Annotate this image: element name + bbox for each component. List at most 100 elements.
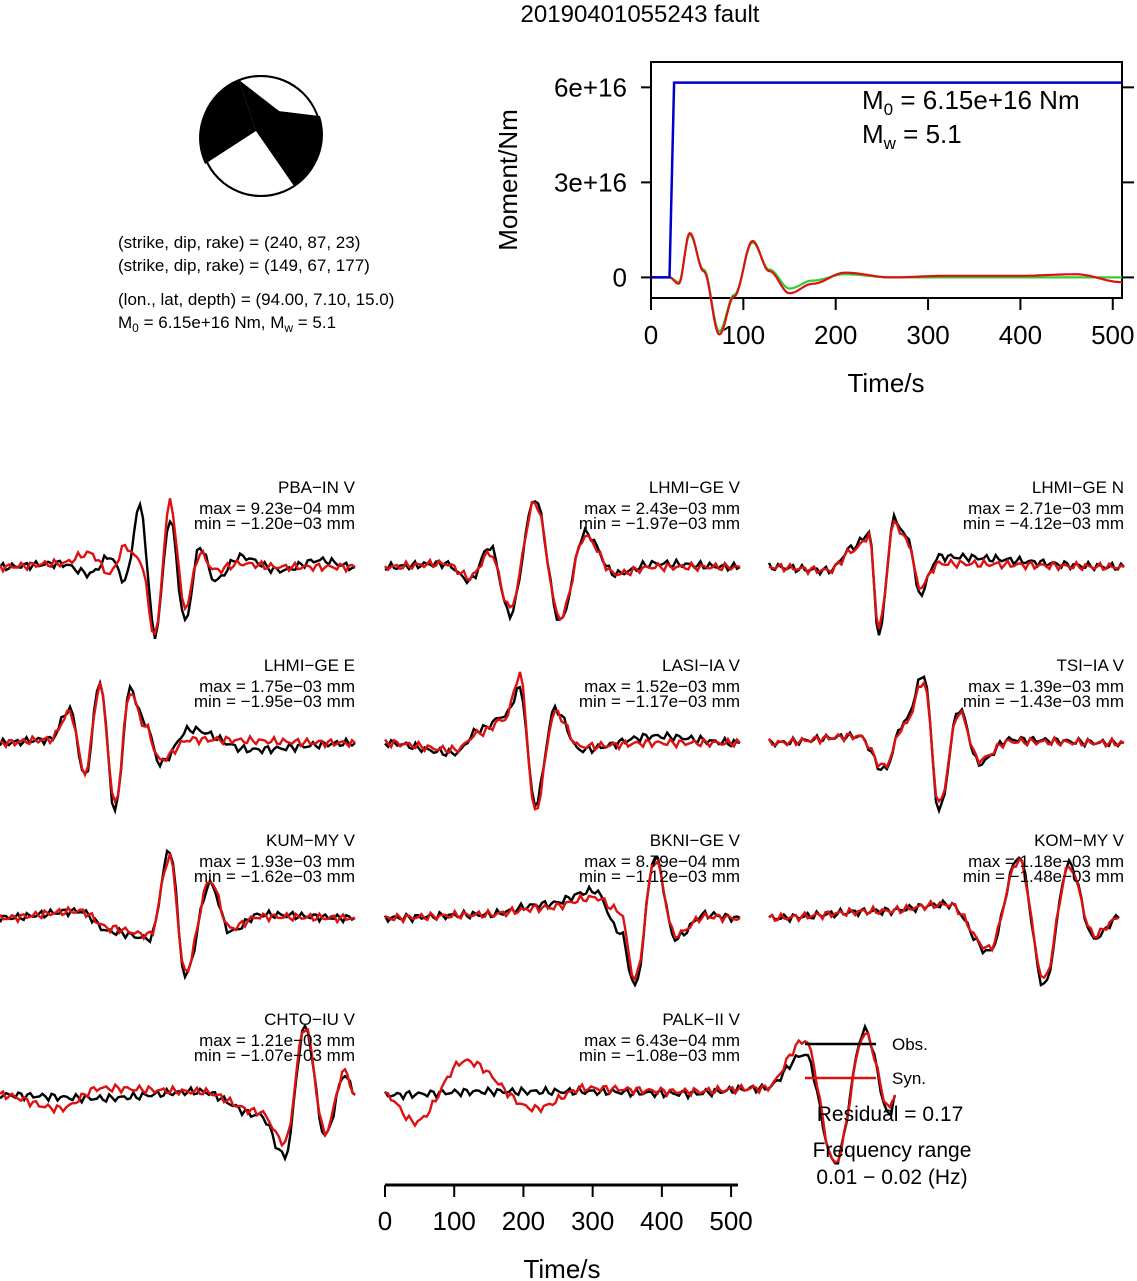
beachball-quadrant-1 [239,80,323,186]
seismogram-time-axis: 0 100 200 300 400 500 Time/s [378,1183,753,1281]
moment-annotation-m0: M0 = 6.15e+16 Nm [862,85,1080,119]
seismogram-max-label: max = 1.18e−03 mm [968,852,1124,871]
seismogram-station-label: KOM−MY V [1034,831,1125,850]
beachball-quadrant-3 [279,92,320,116]
moment-xtick-label: 400 [999,320,1042,350]
moment-xtick-label: 200 [814,320,857,350]
mechanism-moment: M0 = 6.15e+16 Nm, Mw = 5.1 [118,313,336,335]
moment-xtick-label: 500 [1091,320,1134,350]
seismogram-obs-trace [383,856,741,988]
figure-title: 20190401055243 fault [521,1,760,28]
moment-chart: 0 3e+16 6e+16 0 100 200 300 400 500 Moment/Nm T… [493,61,1134,398]
seismogram-min-label: min = −1.08e−03 mm [579,1046,740,1065]
seismogram-station-label: BKNI−GE V [650,831,741,850]
seismogram-syn-trace [768,519,1125,629]
beachball [199,75,323,197]
moment-wavelet-series [651,231,1123,336]
legend: Obs. Syn. Residual = 0.17 Frequency rang… [805,1035,971,1189]
moment-ytick-label: 0 [613,262,627,292]
mechanism-plane2: (strike, dip, rake) = (149, 67, 177) [118,256,370,275]
seismogram-station-label: CHTO−IU V [264,1010,356,1029]
seismogram-station-label: LHMI−GE N [1032,478,1124,497]
seismogram-min-label: min = −1.12e−03 mm [579,867,740,886]
seismogram-syn-trace [768,857,1120,980]
seismogram-min-label: min = −1.48e−03 mm [963,867,1124,886]
moment-xtick-label: 300 [906,320,949,350]
seismogram-max-label: max = 8.79e−04 mm [584,852,740,871]
seismogram-xtick-label: 200 [502,1206,545,1236]
moment-chart-frame [650,61,1123,299]
seismogram-station-label: KUM−MY V [266,831,356,850]
seismogram-max-label: max = 1.21e−03 mm [199,1031,355,1050]
seismogram-min-label: min = −1.62e−03 mm [194,867,355,886]
seismogram-min-label: min = −1.97e−03 mm [579,514,740,533]
seismogram-max-label: max = 6.43e−04 mm [584,1031,740,1050]
moment-chart-xlabel: Time/s [847,368,924,398]
seismogram-max-label: max = 9.23e−04 mm [199,499,355,518]
seismogram-min-label: min = −1.17e−03 mm [579,692,740,711]
seismogram-xtick-label: 500 [709,1206,752,1236]
seismogram-syn-trace [0,681,356,805]
moment-chart-ylabel: Moment/Nm [493,109,523,251]
seismogram-min-label: min = −1.95e−03 mm [194,692,355,711]
seismogram-xtick-label: 0 [378,1206,392,1236]
seismogram-obs-trace [767,510,1125,636]
seismogram-syn-trace [0,853,356,974]
seismogram-max-label: max = 1.39e−03 mm [968,677,1124,696]
seismogram-station-label: TSI−IA V [1056,656,1124,675]
moment-ytick-label: 3e+16 [554,167,627,197]
moment-xtick-label: 100 [722,320,765,350]
legend-obs-label: Obs. [892,1035,928,1054]
seismogram-min-label: min = −1.07e−03 mm [194,1046,355,1065]
seismogram-max-label: max = 1.52e−03 mm [584,677,740,696]
mechanism-location: (lon., lat, depth) = (94.00, 7.10, 15.0) [118,290,394,309]
moment-cumulative-series [651,81,1122,279]
seismogram-station-label: PBA−IN V [278,478,356,497]
seismogram-min-label: min = −4.12e−03 mm [963,514,1124,533]
seismogram-syn-trace [0,498,356,636]
seismogram-station-label: PALK−II V [662,1010,740,1029]
legend-residual: Residual = 0.17 [817,1103,964,1126]
legend-frequency-title: Frequency range [813,1139,972,1162]
mechanism-plane1: (strike, dip, rake) = (240, 87, 23) [118,233,360,252]
seismogram-max-label: max = 2.43e−03 mm [584,499,740,518]
seismogram-syn-trace [384,1031,897,1164]
seismogram-min-label: min = −1.20e−03 mm [194,514,355,533]
seismogram-obs-trace [384,685,741,810]
seismogram-syn-trace [384,671,741,811]
moment-xtick-label: 0 [644,320,658,350]
seismogram-station-label: LHMI−GE V [649,478,741,497]
legend-frequency-value: 0.01 − 0.02 (Hz) [816,1166,967,1189]
seismogram-syn-trace [384,500,741,622]
seismogram-xtick-label: 300 [571,1206,614,1236]
seismogram-xtick-label: 100 [433,1206,476,1236]
seismogram-max-label: max = 2.71e−03 mm [968,499,1124,518]
seismogram-xlabel: Time/s [523,1254,600,1281]
seismogram-station-label: LASI−IA V [662,656,741,675]
moment-ytick-label: 6e+16 [554,72,627,102]
seismogram-syn-trace [0,1027,356,1148]
moment-annotation-mw: Mw = 5.1 [862,119,962,153]
seismogram-syn-trace [384,859,741,983]
seismogram-syn-trace [767,679,1125,804]
legend-syn-label: Syn. [892,1069,926,1088]
seismogram-station-label: LHMI−GE E [264,656,355,675]
seismogram-max-label: max = 1.93e−03 mm [199,852,355,871]
seismogram-min-label: min = −1.43e−03 mm [963,692,1124,711]
seismogram-max-label: max = 1.75e−03 mm [199,677,355,696]
seismogram-xtick-label: 400 [640,1206,683,1236]
moment-syn-green-series [651,233,1122,333]
